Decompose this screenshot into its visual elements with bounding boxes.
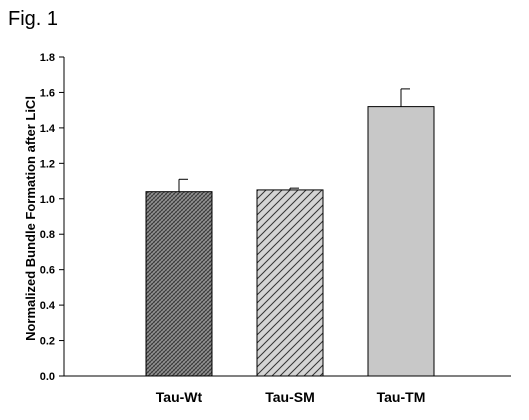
bar-tau-wt (145, 191, 213, 377)
bar-tau-tm (367, 106, 435, 377)
y-axis-title: Normalized Bundle Formation after LiCl (23, 96, 38, 341)
y-tick-label: 0.8 (40, 229, 55, 241)
y-tick-label: 0.2 (40, 336, 55, 348)
y-tick-label: 1.4 (40, 123, 56, 135)
y-tick-label: 0.0 (40, 371, 55, 383)
y-tick-label: 0.6 (40, 265, 55, 277)
y-tick-label: 1.6 (40, 87, 55, 99)
plot-area: 0.0 0.2 0.4 0.6 0.8 1.0 1.2 1.4 1.6 1.8 Normalized… (23, 52, 511, 405)
y-tick-label: 0.4 (40, 300, 56, 312)
x-category-label: Tau-TM (377, 389, 426, 405)
y-tick-label: 1.8 (40, 52, 55, 64)
x-category-label: Tau-SM (265, 389, 315, 405)
x-category-label: Tau-Wt (156, 389, 203, 405)
y-tick-label: 1.2 (40, 158, 55, 170)
y-tick-label: 1.0 (40, 194, 55, 206)
bar-tau-sm (256, 189, 324, 377)
figure-label: Fig. 1 (8, 8, 59, 30)
